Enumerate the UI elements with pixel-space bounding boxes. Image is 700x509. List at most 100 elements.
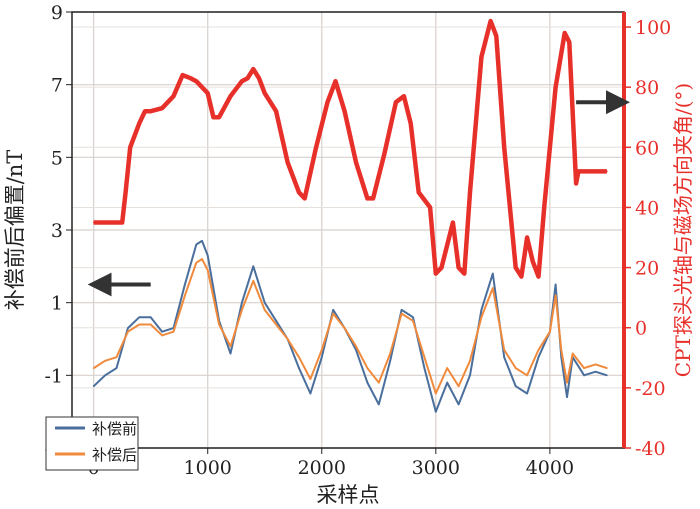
data-point <box>403 95 405 97</box>
data-point <box>480 309 483 311</box>
data-point <box>138 323 141 326</box>
data-point <box>172 330 175 333</box>
data-point <box>206 92 209 94</box>
left-tick-label: 7 <box>51 75 63 97</box>
data-point <box>412 320 414 322</box>
data-point <box>537 356 540 358</box>
legend-label-before: 补偿前 <box>92 420 137 438</box>
data-point <box>377 403 380 406</box>
data-point <box>594 363 597 366</box>
data-point <box>161 330 163 333</box>
data-point <box>355 349 357 351</box>
data-point <box>571 352 574 355</box>
data-point <box>583 374 585 377</box>
data-point <box>138 316 141 319</box>
data-point <box>412 316 414 319</box>
data-point <box>560 349 563 351</box>
data-point <box>218 116 220 119</box>
data-point <box>423 367 426 369</box>
data-point <box>400 309 403 311</box>
x-tick-label: 1000 <box>184 457 232 479</box>
legend-label-after: 补偿后 <box>92 446 137 464</box>
data-point <box>115 367 118 369</box>
left-axis-label: 补偿前后偏置/nT <box>3 150 27 311</box>
data-point <box>195 80 198 82</box>
data-point <box>435 410 437 413</box>
data-point <box>537 275 540 278</box>
data-point <box>583 367 585 369</box>
data-point <box>129 146 131 149</box>
data-point <box>161 334 163 337</box>
x-tick-label: 3000 <box>412 457 460 479</box>
right-tick-label: 100 <box>635 17 671 39</box>
data-point <box>531 260 534 263</box>
data-point <box>526 236 528 239</box>
data-point <box>309 392 312 395</box>
data-point <box>537 349 540 351</box>
data-point <box>446 381 449 384</box>
data-point <box>566 381 568 384</box>
data-point <box>389 352 391 355</box>
data-point <box>309 378 312 380</box>
data-point <box>343 327 346 329</box>
data-point <box>495 35 498 37</box>
data-point <box>606 170 608 173</box>
data-point <box>409 122 412 125</box>
data-point <box>543 206 545 209</box>
data-point <box>520 275 523 278</box>
left-tick-label: -1 <box>44 365 63 387</box>
left-tick-label: 1 <box>51 293 63 315</box>
data-point <box>480 316 483 319</box>
data-point <box>568 41 571 43</box>
data-point <box>104 360 106 362</box>
data-point <box>355 345 357 348</box>
data-point <box>463 272 466 275</box>
data-point <box>566 396 568 398</box>
data-point <box>526 392 528 395</box>
data-point <box>417 191 420 194</box>
data-point <box>189 77 192 79</box>
right-tick-label: 40 <box>635 197 659 219</box>
data-point <box>489 20 492 22</box>
data-point <box>241 80 243 82</box>
data-point <box>577 170 580 173</box>
data-point <box>275 323 277 326</box>
data-point <box>115 356 118 358</box>
data-point <box>161 107 163 110</box>
data-point <box>144 110 146 113</box>
data-point <box>332 309 334 311</box>
data-point <box>343 110 346 113</box>
right-tick-label: 0 <box>635 318 647 340</box>
data-point <box>492 287 494 289</box>
data-point <box>218 323 220 326</box>
data-point <box>246 77 249 79</box>
data-point <box>241 301 243 304</box>
data-point <box>121 221 123 224</box>
data-point <box>184 294 186 297</box>
data-point <box>124 191 127 194</box>
data-point <box>275 320 277 322</box>
data-point <box>258 77 260 79</box>
data-point <box>252 280 255 282</box>
data-point <box>457 403 460 406</box>
data-point <box>514 367 517 369</box>
data-point <box>469 374 471 377</box>
data-point <box>469 360 471 362</box>
data-point <box>286 338 289 340</box>
series-lines <box>92 18 608 413</box>
data-point <box>229 352 232 355</box>
data-point <box>252 265 255 268</box>
data-point <box>298 191 300 194</box>
data-point <box>526 374 528 377</box>
data-point <box>575 182 577 185</box>
data-point <box>452 221 454 224</box>
legend-box <box>45 416 139 471</box>
x-tick-label: 4000 <box>526 457 574 479</box>
data-point <box>334 80 337 82</box>
data-point <box>320 349 323 351</box>
data-point <box>104 374 106 377</box>
data-point <box>554 86 557 88</box>
data-point <box>503 146 506 149</box>
data-point <box>514 385 517 388</box>
data-point <box>372 197 374 200</box>
